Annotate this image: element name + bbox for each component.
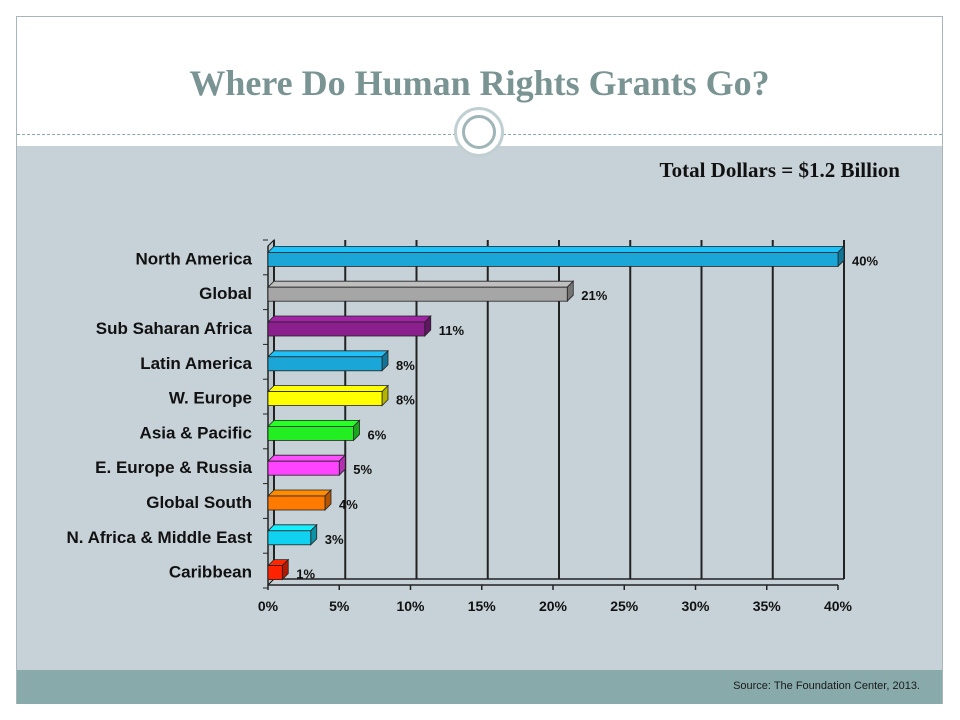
x-tick-label: 10% [396,598,425,614]
category-label: Global [199,284,252,303]
data-label: 3% [325,532,344,547]
category-label: Global South [146,493,252,512]
x-tick-label: 35% [753,598,782,614]
chart-area-background [17,146,942,670]
bar-top-face [267,385,389,393]
category-label: Asia & Pacific [140,423,252,442]
bar-top-face [267,280,575,288]
bar-top-face [267,350,389,358]
category-label: W. Europe [169,389,252,408]
data-label: 5% [353,462,372,477]
data-label: 11% [439,323,465,338]
chart-subtitle: Total Dollars = $1.2 Billion [659,158,900,182]
data-label: 40% [852,253,878,268]
bar-top-face [267,489,332,497]
category-label: Latin America [140,354,252,373]
x-tick-label: 40% [824,598,853,614]
bar [267,425,354,441]
bar-top-face [267,454,347,462]
data-label: 21% [581,288,607,303]
category-label: Sub Saharan Africa [96,319,253,338]
data-label: 8% [396,358,415,373]
bar-top-face [267,245,845,253]
data-label: 6% [368,427,387,442]
bar [267,286,568,302]
bar-top-face [267,315,432,323]
x-tick-label: 20% [539,598,568,614]
slide-footer [17,670,942,704]
bar [267,495,326,511]
bar-top-face [267,524,318,532]
data-label: 1% [296,567,315,582]
category-label: E. Europe & Russia [95,458,252,477]
bar [267,460,340,476]
category-label: N. Africa & Middle East [67,528,253,547]
inner-ring [462,115,496,149]
x-tick-label: 5% [329,598,350,614]
slide-title: Where Do Human Rights Grants Go? [189,63,770,103]
category-label: Caribbean [169,563,252,582]
bar [267,321,426,337]
bar [267,391,383,407]
x-tick-label: 0% [258,598,279,614]
source-citation: Source: The Foundation Center, 2013. [733,680,920,692]
data-label: 8% [396,393,415,408]
bar [267,565,283,580]
decorative-circle-icon [454,107,504,157]
bar [267,530,312,546]
x-tick-label: 30% [681,598,710,614]
bar-top-face [267,419,361,427]
bar [267,356,383,372]
x-tick-label: 25% [610,598,639,614]
x-tick-label: 15% [468,598,497,614]
category-label: North America [135,249,252,268]
bar [267,251,839,267]
data-label: 4% [339,497,358,512]
